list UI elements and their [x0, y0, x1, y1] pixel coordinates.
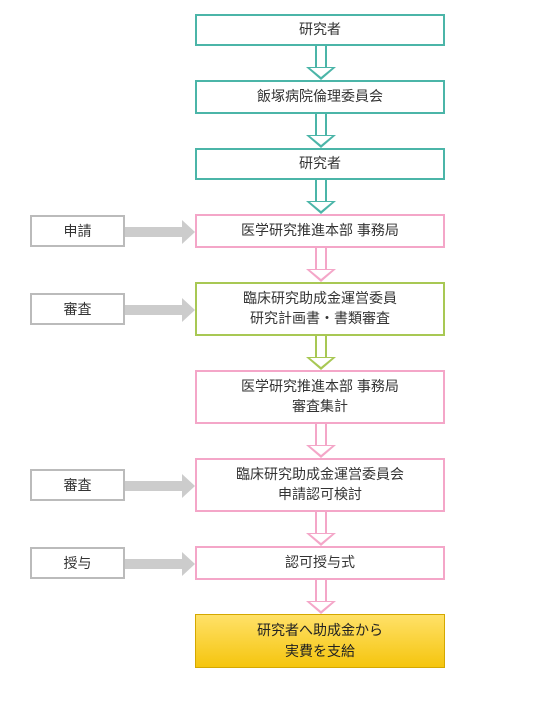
- down-arrow: [320, 114, 321, 148]
- down-arrow: [320, 336, 321, 370]
- side-box-s2: 審査: [30, 293, 125, 325]
- flow-box-label: 研究者: [299, 20, 341, 40]
- flow-box-label: 研究者: [299, 154, 341, 174]
- flow-box-b1: 研究者: [195, 14, 445, 46]
- flow-box-b3: 研究者: [195, 148, 445, 180]
- flow-box-label: 臨床研究助成金運営委員会 申請認可検討: [236, 465, 404, 504]
- down-arrow: [320, 580, 321, 614]
- flow-box-b9: 研究者へ助成金から 実費を支給: [195, 614, 445, 668]
- side-box-label: 授与: [64, 553, 92, 573]
- side-box-label: 審査: [64, 299, 92, 319]
- side-box-label: 申請: [64, 221, 92, 241]
- side-box-s4: 授与: [30, 547, 125, 579]
- flow-box-label: 医学研究推進本部 事務局 審査集計: [241, 377, 399, 416]
- flow-box-label: 認可授与式: [285, 553, 355, 573]
- flow-box-b6: 医学研究推進本部 事務局 審査集計: [195, 370, 445, 424]
- right-arrow: [125, 309, 195, 310]
- flow-box-label: 臨床研究助成金運営委員 研究計画書・書類審査: [243, 289, 397, 328]
- flow-box-label: 医学研究推進本部 事務局: [241, 221, 399, 241]
- right-arrow: [125, 563, 195, 564]
- side-box-s1: 申請: [30, 215, 125, 247]
- flow-box-label: 研究者へ助成金から 実費を支給: [257, 620, 383, 662]
- flow-box-b2: 飯塚病院倫理委員会: [195, 80, 445, 114]
- flow-box-label: 飯塚病院倫理委員会: [257, 87, 383, 107]
- down-arrow: [320, 248, 321, 282]
- right-arrow: [125, 231, 195, 232]
- down-arrow: [320, 512, 321, 546]
- flow-box-b8: 認可授与式: [195, 546, 445, 580]
- down-arrow: [320, 180, 321, 214]
- flow-box-b7: 臨床研究助成金運営委員会 申請認可検討: [195, 458, 445, 512]
- flow-box-b4: 医学研究推進本部 事務局: [195, 214, 445, 248]
- flowchart-container: 研究者飯塚病院倫理委員会研究者医学研究推進本部 事務局臨床研究助成金運営委員 研…: [0, 0, 550, 710]
- flow-box-b5: 臨床研究助成金運営委員 研究計画書・書類審査: [195, 282, 445, 336]
- side-box-label: 審査: [64, 475, 92, 495]
- down-arrow: [320, 46, 321, 80]
- down-arrow: [320, 424, 321, 458]
- side-box-s3: 審査: [30, 469, 125, 501]
- right-arrow: [125, 485, 195, 486]
